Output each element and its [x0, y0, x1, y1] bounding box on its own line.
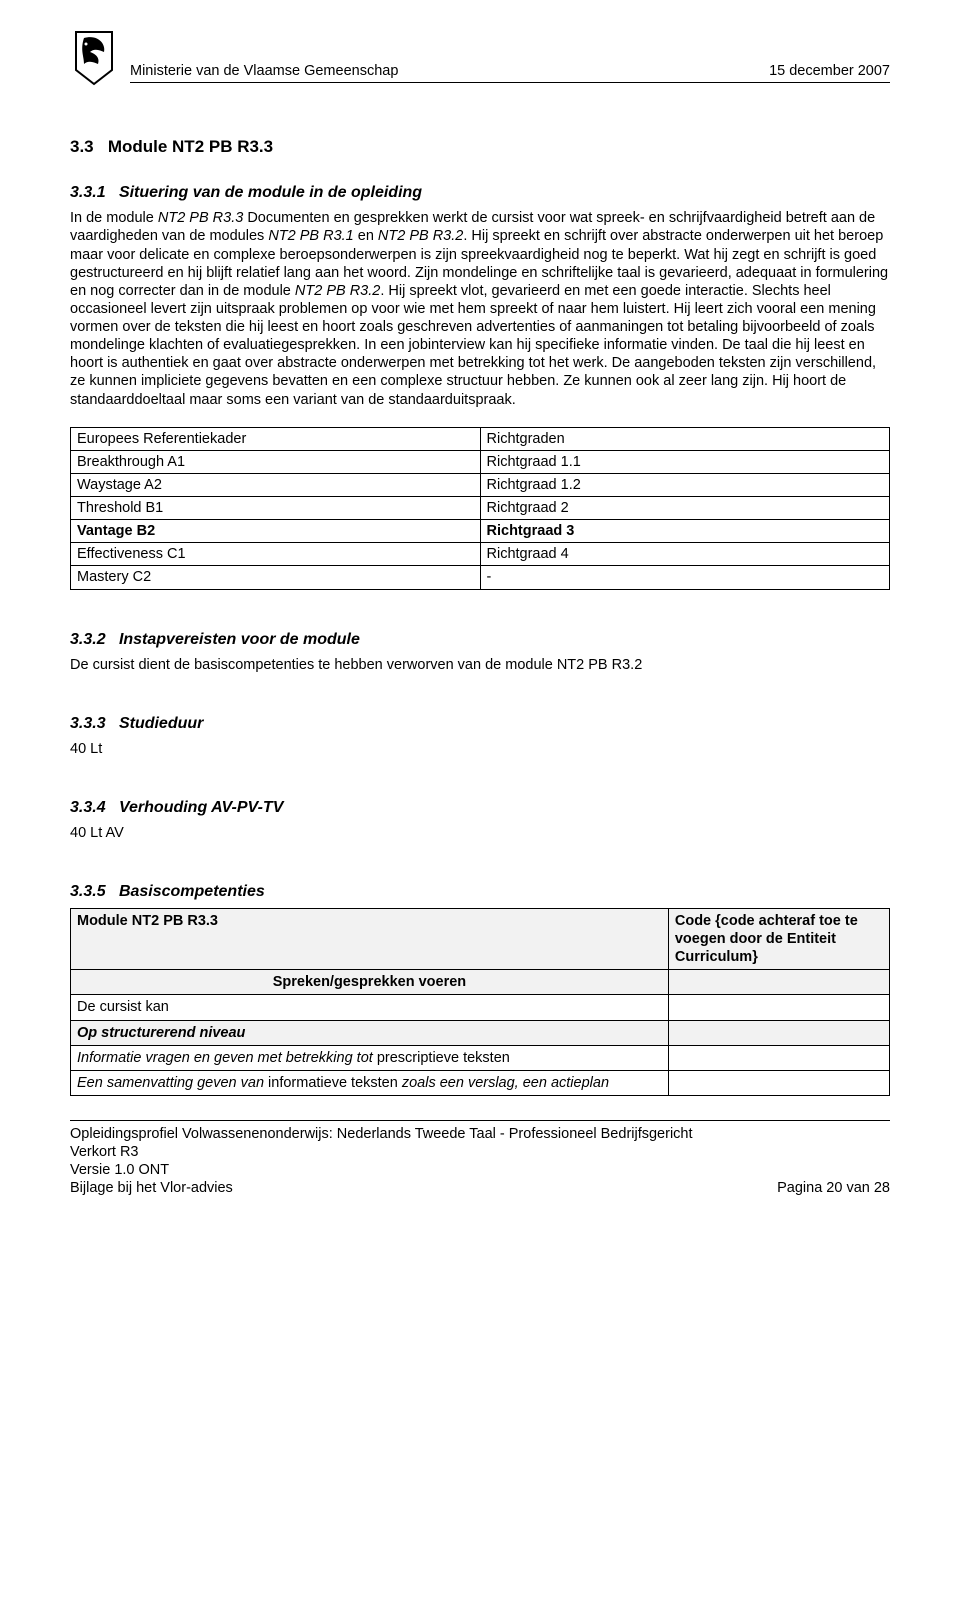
- footer-line2: Verkort R3: [70, 1143, 890, 1161]
- body-3-3-3: 40 Lt: [70, 740, 890, 758]
- cefr-richtgraad: Richtgraad 1.1: [480, 450, 890, 473]
- comp-struct: Op structurerend niveau: [71, 1020, 669, 1045]
- cefr-richtgraad: Richtgraad 3: [480, 520, 890, 543]
- cefr-richtgraad: Richtgraad 1.2: [480, 473, 890, 496]
- cefr-richtgraad: Richtgraden: [480, 427, 890, 450]
- page-footer: Opleidingsprofiel Volwassenenonderwijs: …: [70, 1120, 890, 1198]
- paragraph-situering: In de module NT2 PB R3.3 Documenten en g…: [70, 209, 890, 408]
- heading-3-3-5: 3.3.5 Basiscompetenties: [70, 882, 890, 902]
- page-header: Ministerie van de Vlaamse Gemeenschap 15…: [70, 30, 890, 86]
- cefr-level: Breakthrough A1: [71, 450, 481, 473]
- heading-3-3-4: 3.3.4 Verhouding AV-PV-TV: [70, 798, 890, 818]
- competencies-table: Module NT2 PB R3.3 Code {code achteraf t…: [70, 908, 890, 1096]
- comp-spreken: Spreken/gesprekken voeren: [71, 970, 669, 995]
- cefr-level: Europees Referentiekader: [71, 427, 481, 450]
- heading-3-3: 3.3 Module NT2 PB R3.3: [70, 136, 890, 157]
- doc-date: 15 december 2007: [769, 62, 890, 80]
- cefr-richtgraad: Richtgraad 4: [480, 543, 890, 566]
- footer-line4: Bijlage bij het Vlor-advies: [70, 1179, 233, 1197]
- org-name: Ministerie van de Vlaamse Gemeenschap: [130, 62, 398, 80]
- body-3-3-2: De cursist dient de basiscompetenties te…: [70, 656, 890, 674]
- flemish-lion-logo: [70, 30, 118, 86]
- cefr-level: Vantage B2: [71, 520, 481, 543]
- cefr-richtgraad: Richtgraad 2: [480, 497, 890, 520]
- body-3-3-4: 40 Lt AV: [70, 824, 890, 842]
- page-number: Pagina 20 van 28: [777, 1179, 890, 1197]
- comp-row-2: Een samenvatting geven van informatieve …: [71, 1070, 669, 1095]
- cefr-level: Mastery C2: [71, 566, 481, 589]
- cefr-level: Threshold B1: [71, 497, 481, 520]
- heading-3-3-1: 3.3.1 Situering van de module in de ople…: [70, 183, 890, 203]
- heading-3-3-2: 3.3.2 Instapvereisten voor de module: [70, 630, 890, 650]
- heading-3-3-3: 3.3.3 Studieduur: [70, 714, 890, 734]
- comp-kan: De cursist kan: [71, 995, 669, 1020]
- cefr-level: Waystage A2: [71, 473, 481, 496]
- comp-row-1: Informatie vragen en geven met betrekkin…: [71, 1045, 669, 1070]
- comp-code-header: Code {code achteraf toe te voegen door d…: [668, 908, 889, 969]
- footer-line3: Versie 1.0 ONT: [70, 1161, 890, 1179]
- comp-module: Module NT2 PB R3.3: [71, 908, 669, 969]
- cefr-table: Europees ReferentiekaderRichtgradenBreak…: [70, 427, 890, 590]
- cefr-richtgraad: -: [480, 566, 890, 589]
- footer-line1: Opleidingsprofiel Volwassenenonderwijs: …: [70, 1125, 890, 1143]
- cefr-level: Effectiveness C1: [71, 543, 481, 566]
